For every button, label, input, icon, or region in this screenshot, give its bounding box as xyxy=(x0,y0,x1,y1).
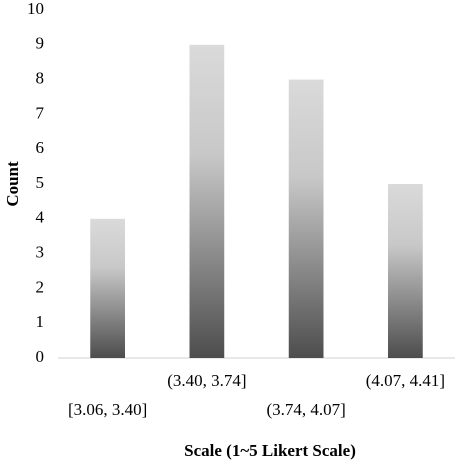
y-tick-label: 9 xyxy=(36,34,45,53)
y-axis-title: Count xyxy=(3,161,22,207)
y-tick-label: 6 xyxy=(36,138,45,157)
y-tick-label: 10 xyxy=(27,0,44,18)
x-tick-label: [3.06, 3.40] xyxy=(68,400,147,419)
x-tick-label: (3.74, 4.07] xyxy=(266,400,345,419)
x-tick-label: (4.07, 4.41] xyxy=(366,371,445,390)
x-tick-label: (3.40, 3.74] xyxy=(167,371,246,390)
y-tick-label: 3 xyxy=(36,243,45,262)
bar xyxy=(288,79,324,358)
y-tick-label: 7 xyxy=(36,103,45,122)
y-tick-label: 8 xyxy=(36,69,45,88)
y-tick-label: 0 xyxy=(36,347,45,366)
y-tick-label: 5 xyxy=(36,173,45,192)
y-tick-label: 1 xyxy=(36,312,45,331)
bar xyxy=(90,218,125,358)
x-axis-title: Scale (1~5 Likert Scale) xyxy=(184,441,356,460)
bar xyxy=(189,44,225,359)
bar xyxy=(388,184,423,358)
y-tick-label: 4 xyxy=(36,208,45,227)
y-tick-label: 2 xyxy=(36,277,45,296)
